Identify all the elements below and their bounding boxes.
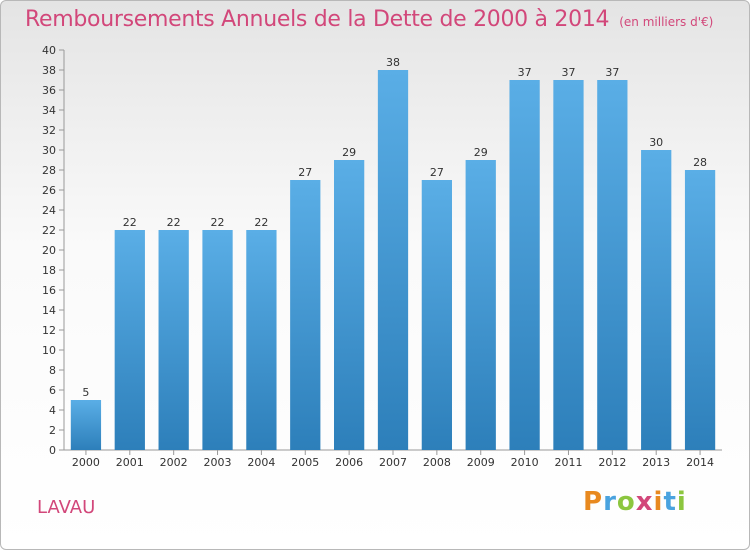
x-tick-label: 2000 — [72, 456, 100, 469]
bar — [246, 230, 277, 450]
logo-letter: o — [616, 487, 636, 517]
bar — [202, 230, 233, 450]
unit-label: (en milliers d'€) — [619, 15, 714, 29]
data-label: 22 — [123, 216, 137, 229]
data-label: 29 — [474, 146, 488, 159]
y-tick-label: 24 — [42, 204, 56, 217]
bar — [158, 230, 189, 450]
y-tick-label: 30 — [42, 144, 56, 157]
data-label: 27 — [298, 166, 312, 179]
x-tick-label: 2004 — [247, 456, 275, 469]
x-tick-label: 2005 — [291, 456, 319, 469]
y-tick-label: 34 — [42, 104, 56, 117]
logo-letter: x — [635, 487, 654, 517]
y-tick-label: 22 — [42, 224, 56, 237]
x-tick-label: 2012 — [598, 456, 626, 469]
bar — [553, 80, 584, 450]
x-tick-label: 2014 — [686, 456, 714, 469]
y-tick-label: 14 — [42, 304, 56, 317]
data-label: 37 — [561, 66, 575, 79]
data-label: 29 — [342, 146, 356, 159]
x-tick-label: 2007 — [379, 456, 407, 469]
logo-letter: i — [676, 487, 687, 517]
logo-letter: i — [653, 487, 664, 517]
bar — [290, 180, 321, 450]
x-tick-label: 2006 — [335, 456, 363, 469]
y-tick-label: 2 — [49, 424, 56, 437]
bar — [641, 150, 672, 450]
bar — [421, 180, 453, 450]
y-tick-label: 20 — [42, 244, 56, 257]
data-label: 22 — [254, 216, 268, 229]
data-label: 30 — [649, 136, 663, 149]
y-tick-label: 4 — [49, 404, 56, 417]
bar — [509, 80, 540, 450]
logo-letter: P — [583, 487, 604, 517]
bar — [684, 170, 716, 450]
x-tick-label: 2008 — [423, 456, 451, 469]
data-label: 37 — [518, 66, 532, 79]
x-tick-label: 2002 — [160, 456, 188, 469]
title-text: Remboursements Annuels de la Dette de 20… — [25, 7, 610, 32]
x-tick-label: 2010 — [511, 456, 539, 469]
y-tick-label: 6 — [49, 384, 56, 397]
data-label: 38 — [386, 56, 400, 69]
y-tick-label: 18 — [42, 264, 56, 277]
chart-title: Remboursements Annuels de la Dette de 20… — [25, 7, 713, 32]
commune-label: LAVAU — [37, 497, 96, 518]
x-tick-label: 2001 — [116, 456, 144, 469]
data-label: 28 — [693, 156, 707, 169]
bar — [465, 160, 496, 450]
y-tick-label: 32 — [42, 124, 56, 137]
y-tick-label: 16 — [42, 284, 56, 297]
y-tick-label: 12 — [42, 324, 56, 337]
logo-letter: t — [663, 487, 677, 517]
bar — [70, 400, 102, 450]
y-tick-label: 40 — [42, 44, 56, 57]
x-tick-label: 2011 — [554, 456, 582, 469]
bar — [597, 80, 628, 450]
data-label: 22 — [211, 216, 225, 229]
data-label: 27 — [430, 166, 444, 179]
bar — [114, 230, 145, 450]
data-label: 5 — [82, 386, 89, 399]
y-tick-label: 26 — [42, 184, 56, 197]
x-tick-label: 2003 — [204, 456, 232, 469]
data-label: 37 — [605, 66, 619, 79]
y-tick-label: 0 — [49, 444, 56, 457]
x-tick-label: 2013 — [642, 456, 670, 469]
y-tick-label: 10 — [42, 344, 56, 357]
data-label: 22 — [167, 216, 181, 229]
x-tick-label: 2009 — [467, 456, 495, 469]
y-tick-label: 8 — [49, 364, 56, 377]
logo-letter: r — [603, 487, 617, 517]
y-tick-label: 36 — [42, 84, 56, 97]
y-tick-label: 38 — [42, 64, 56, 77]
bar — [333, 160, 365, 450]
y-tick-label: 28 — [42, 164, 56, 177]
proxiti-logo: Proxiti — [583, 487, 687, 517]
bar — [377, 70, 409, 450]
